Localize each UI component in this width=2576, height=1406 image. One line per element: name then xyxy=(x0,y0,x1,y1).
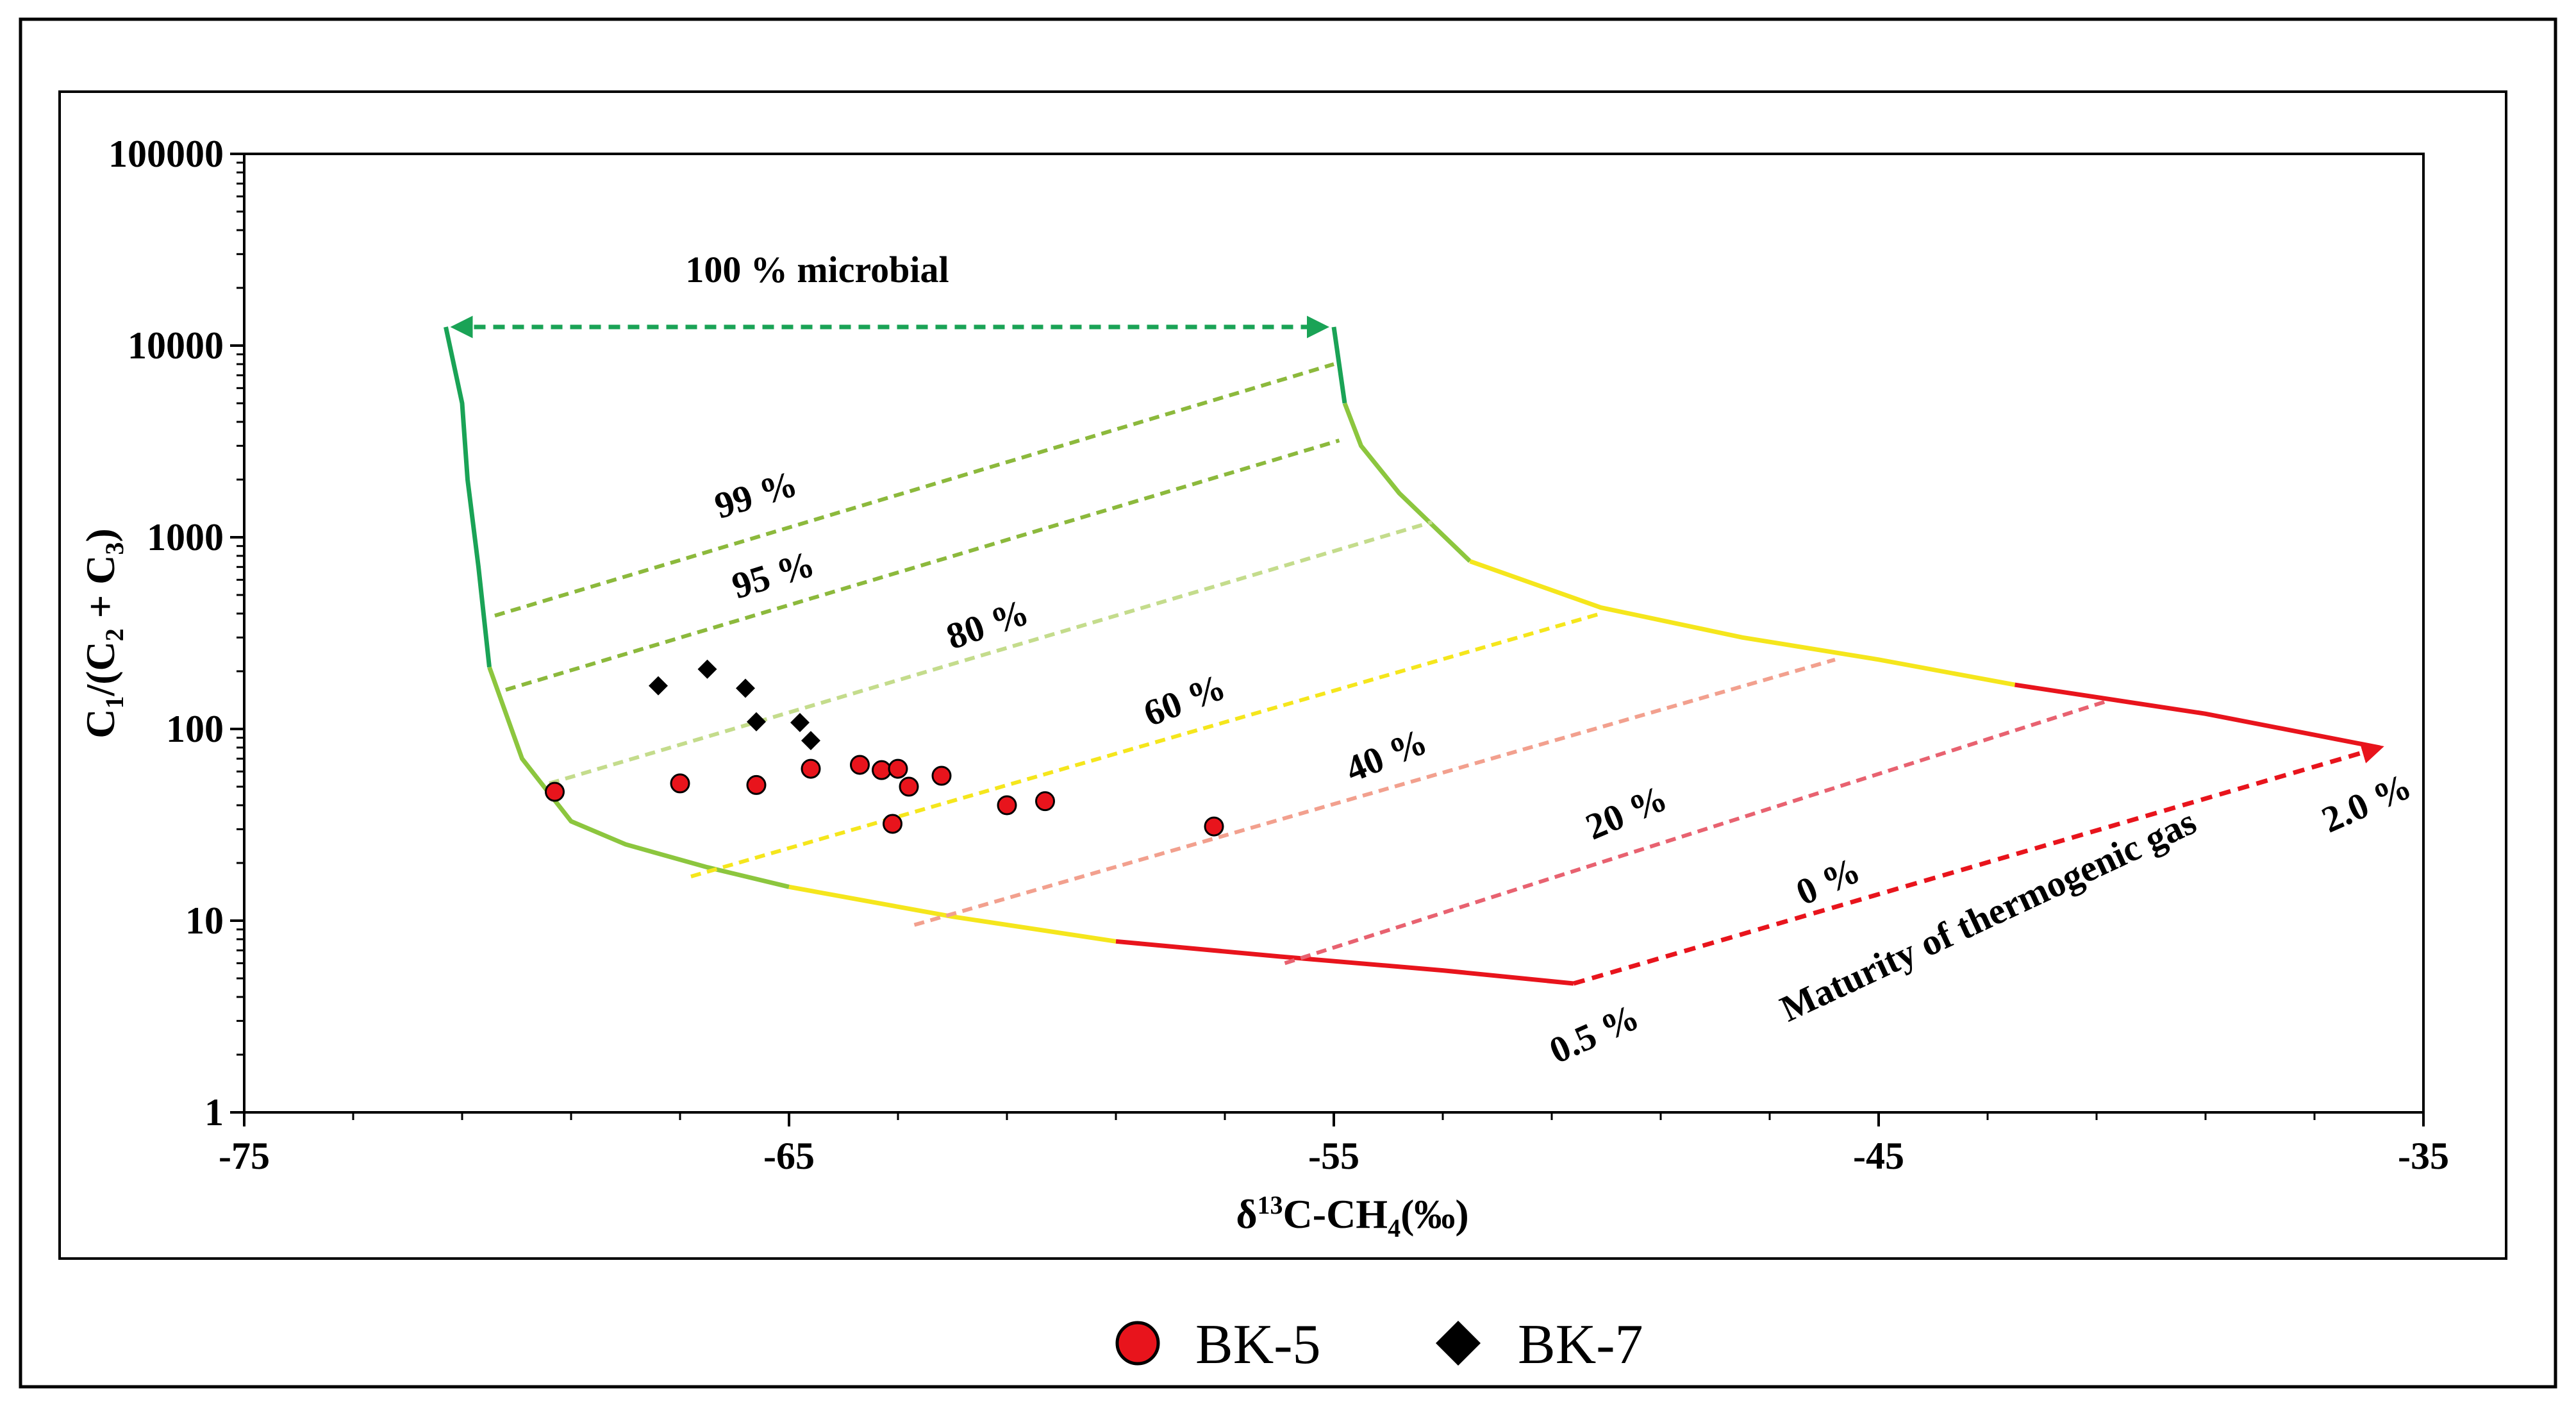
mixing-line-60-percent xyxy=(690,612,1602,878)
x-tick-label: -35 xyxy=(2398,1135,2449,1177)
y-tick-label: 10000 xyxy=(128,324,224,367)
point-bk-5 xyxy=(545,782,565,802)
envelope-lower-left-boundary xyxy=(487,666,790,889)
envelope-upper-right-boundary-green xyxy=(1331,326,1347,404)
point-bk-5 xyxy=(997,795,1017,816)
annotation-20-percent: 20 % xyxy=(1580,777,1674,848)
legend-bk5-label: BK-5 xyxy=(1195,1314,1321,1376)
mixing-line-99-percent xyxy=(494,362,1334,618)
y-axis-title: C1/(C2 + C3) xyxy=(78,528,129,739)
outer-frame xyxy=(19,17,2557,1389)
point-bk-5 xyxy=(888,758,908,779)
thermogenic-maturity-arrow xyxy=(1573,742,2384,986)
point-bk-5 xyxy=(883,814,902,834)
mixing-line-20-percent xyxy=(1284,699,2108,966)
envelope-upper-right-boundary-red xyxy=(2014,682,2381,750)
annotation-80-percent: 80 % xyxy=(941,591,1034,658)
data-points xyxy=(545,659,1224,837)
y-tick-label: 1000 xyxy=(147,516,224,558)
point-bk-7 xyxy=(790,713,810,733)
y-axis: 1 10 100 1000 10000 100000 xyxy=(108,133,245,1134)
y-tick-label: 100 xyxy=(166,708,224,750)
point-bk-5 xyxy=(850,755,870,775)
annotation-microbial: 100 % microbial xyxy=(685,249,949,290)
envelope-upper-left-boundary xyxy=(444,326,492,668)
annotation-0-percent: 0 % xyxy=(1790,849,1866,914)
point-bk-7 xyxy=(649,676,668,696)
point-bk-5 xyxy=(1204,816,1224,837)
envelope-upper-right-boundary-yellow xyxy=(1469,559,2016,687)
annotation-maturity-2-0: 2.0 % xyxy=(2316,765,2418,841)
y-tick-label: 1 xyxy=(204,1091,224,1134)
annotation-60-percent: 60 % xyxy=(1138,665,1231,734)
annotation-99-percent: 99 % xyxy=(710,462,802,526)
legend-bk5-marker xyxy=(1115,1321,1160,1366)
envelope-bottom-boundary-red xyxy=(1115,939,1574,986)
y-tick-label: 100000 xyxy=(108,133,224,175)
envelope-upper-right-boundary-lime xyxy=(1342,402,1472,563)
legend-bk7-label: BK-7 xyxy=(1518,1314,1643,1376)
point-bk-7 xyxy=(697,659,717,679)
point-bk-5 xyxy=(1035,791,1055,812)
x-tick-label: -75 xyxy=(219,1135,270,1177)
chart-frame xyxy=(58,90,2507,1260)
point-bk-5 xyxy=(746,774,767,795)
point-bk-5 xyxy=(801,758,821,779)
envelope-bottom-boundary-yellow xyxy=(788,884,1117,944)
mixing-lines xyxy=(494,362,2108,966)
legend-bk7-marker xyxy=(1436,1321,1481,1366)
y-tick-label: 10 xyxy=(185,900,224,942)
x-tick-label: -65 xyxy=(763,1135,815,1177)
annotations: 100 % microbial 99 % 95 % 80 % 60 % 40 %… xyxy=(685,249,2417,1071)
x-axis-title: δ13C-CH4(‰) xyxy=(1236,1191,1468,1243)
point-bk-5 xyxy=(872,760,892,780)
annotation-95-percent: 95 % xyxy=(727,542,819,607)
plot-area xyxy=(243,153,2425,1114)
legend: BK-5 BK-7 xyxy=(1115,1314,1643,1376)
envelope xyxy=(444,315,2384,986)
annotation-maturity-title: Maturity of thermogenic gas xyxy=(1774,800,2202,1030)
plot-border xyxy=(243,153,2425,1114)
point-bk-7 xyxy=(801,731,820,751)
point-bk-5 xyxy=(931,766,952,786)
point-bk-7 xyxy=(736,678,755,698)
point-bk-5 xyxy=(899,776,919,797)
point-bk-5 xyxy=(670,773,690,794)
x-tick-label: -55 xyxy=(1308,1135,1359,1177)
point-bk-7 xyxy=(747,712,766,732)
annotation-maturity-0-5: 0.5 % xyxy=(1543,996,1645,1071)
x-axis: -75 -65 -55 -45 -35 xyxy=(219,1111,2449,1177)
x-tick-label: -45 xyxy=(1853,1135,1904,1177)
mixing-line-40-percent xyxy=(913,657,1836,927)
mixing-line-95-percent xyxy=(505,439,1340,692)
mixing-line-80-percent xyxy=(549,520,1433,785)
